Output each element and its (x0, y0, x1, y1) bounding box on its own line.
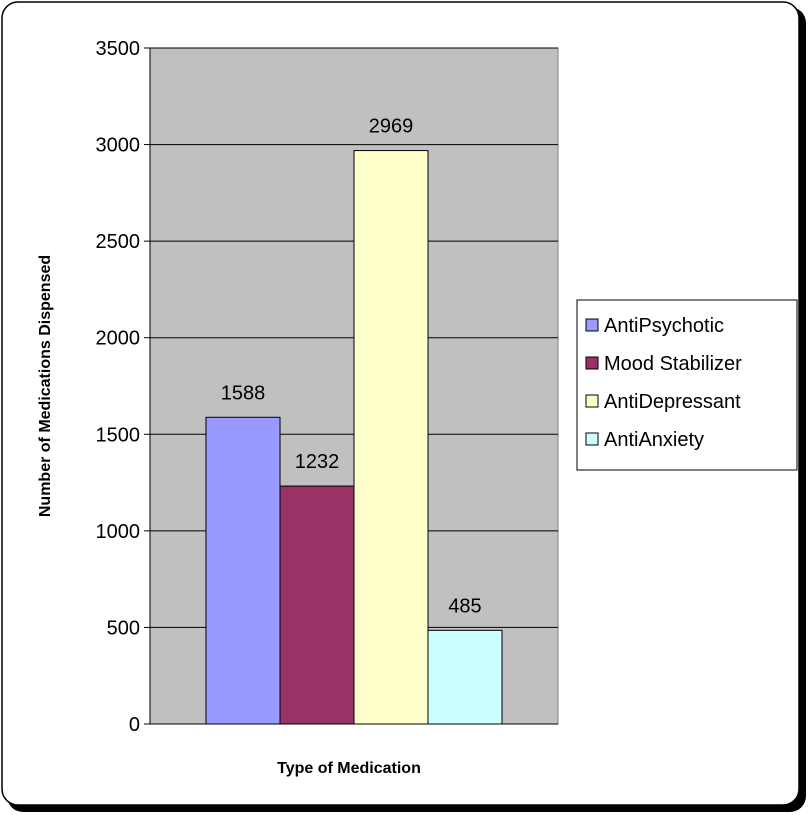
data-label-antidepressant: 2969 (369, 116, 414, 138)
legend-label-mood-stabilizer: Mood Stabilizer (604, 353, 742, 375)
legend: AntiPsychotic Mood Stabilizer AntiDepressa… (576, 299, 798, 471)
bar-antipsychotic (205, 416, 281, 725)
data-label-mood-stabilizer: 1232 (295, 451, 340, 473)
legend-label-antidepressant: AntiDepressant (604, 391, 741, 413)
legend-items: AntiPsychotic Mood Stabilizer AntiDepressa… (585, 315, 742, 451)
data-labels: 1588 1232 2969 485 (221, 116, 482, 618)
y-tick-label: 1500 (96, 424, 141, 446)
legend-swatch-antianxiety (585, 432, 599, 446)
y-tick-label: 1000 (96, 521, 141, 543)
bar-antianxiety (427, 629, 503, 725)
legend-label-antianxiety: AntiAnxiety (604, 429, 704, 451)
legend-swatch-antipsychotic (585, 318, 599, 332)
y-tick-label: 3000 (96, 135, 141, 157)
y-tick-label: 2500 (96, 231, 141, 253)
x-axis-title: Type of Medication (277, 760, 421, 777)
y-tick-label: 500 (107, 617, 140, 639)
legend-swatch-mood-stabilizer (585, 356, 599, 370)
data-label-antipsychotic: 1588 (221, 382, 266, 404)
legend-swatch-antidepressant (585, 394, 599, 408)
y-axis-ticks: 0 500 1000 1500 2000 2500 3000 3500 (96, 38, 150, 736)
bar-antidepressant (353, 150, 429, 725)
y-axis-title: Number of Medications Dispensed (37, 255, 54, 517)
legend-label-antipsychotic: AntiPsychotic (604, 315, 724, 337)
y-tick-label: 3500 (96, 38, 141, 60)
bar-mood-stabilizer (279, 485, 355, 725)
legend-box (576, 299, 798, 471)
bars (205, 150, 503, 725)
data-label-antianxiety: 485 (448, 595, 481, 617)
y-tick-label: 2000 (96, 328, 141, 350)
y-tick-label: 0 (129, 714, 140, 736)
